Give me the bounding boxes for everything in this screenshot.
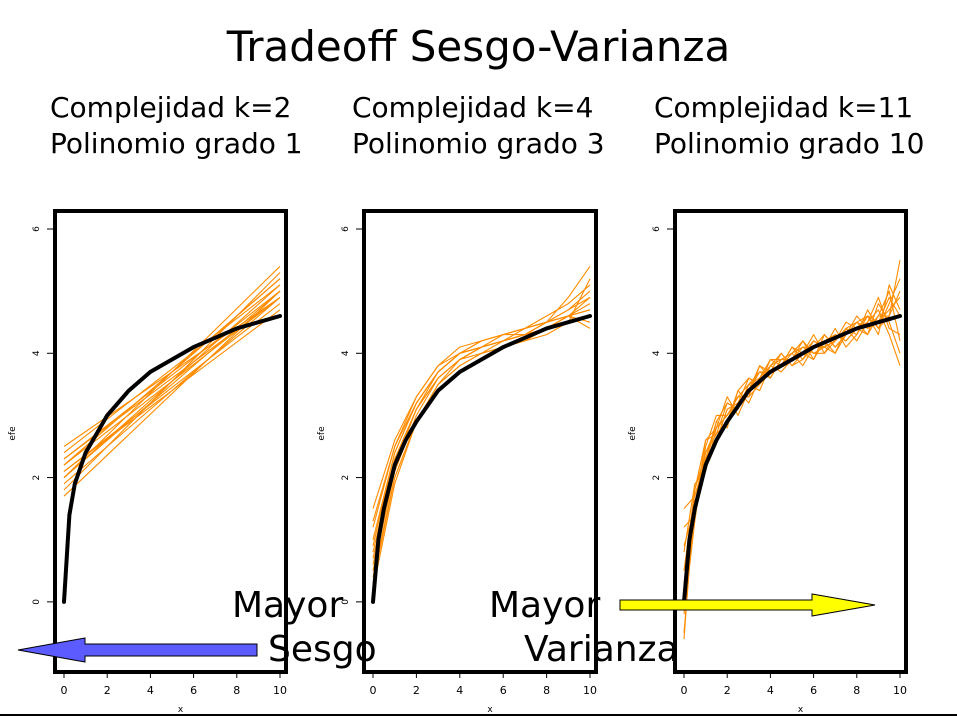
- y-tick-label: 0: [341, 599, 351, 605]
- panel-2-title: Complejidad k=4 Polinomio grado 3: [352, 91, 605, 160]
- varianza-label-line2: Varianza: [524, 629, 679, 670]
- x-tick-label: 2: [413, 684, 420, 697]
- fit-line-7: [683, 297, 901, 509]
- plot-frame: [673, 209, 908, 674]
- y-axis-label: efe: [317, 426, 327, 441]
- fit-line-5: [63, 303, 281, 472]
- fit-line-1: [63, 290, 281, 479]
- x-tick-label: 0: [681, 684, 688, 697]
- panel-3-title: Complejidad k=11 Polinomio grado 10: [654, 91, 925, 160]
- fit-line-6: [372, 315, 591, 509]
- true-curve: [682, 314, 902, 604]
- fit-line-12: [372, 296, 591, 590]
- fit-line-5: [683, 259, 901, 553]
- x-tick-label: 4: [456, 684, 463, 697]
- x-tick-label: 4: [767, 684, 774, 697]
- x-tick-label: 4: [147, 684, 154, 697]
- y-tick-label: 2: [32, 475, 42, 481]
- x-tick-label: 6: [190, 684, 197, 697]
- fit-line-15: [63, 296, 281, 466]
- x-tick-label: 10: [893, 684, 907, 697]
- bottom-divider: [0, 714, 957, 716]
- y-tick-label: 2: [341, 475, 351, 481]
- fit-line-10: [683, 290, 901, 640]
- fit-line-5: [372, 290, 591, 571]
- y-tick-label: 6: [341, 226, 351, 232]
- fit-line-1: [683, 290, 901, 633]
- x-axis-label: x: [798, 705, 804, 715]
- panel-2-plot: 0 2 4 6 efe 0 2 4 6 8 10 x: [317, 209, 598, 715]
- fit-line-13: [63, 296, 281, 447]
- x-tick-label: 8: [543, 684, 550, 697]
- y-axis-label: efe: [8, 426, 18, 441]
- fit-line-6: [63, 284, 281, 454]
- fit-line-1: [372, 296, 591, 565]
- fit-line-10: [372, 265, 591, 559]
- slide-title: Tradeoff Sesgo-Varianza: [226, 22, 731, 71]
- x-axis-label: x: [178, 705, 184, 715]
- panel-1-title: Complejidad k=2 Polinomio grado 1: [50, 91, 303, 160]
- y-tick-label: 4: [652, 350, 662, 356]
- x-tick-label: 10: [583, 684, 597, 697]
- y-tick-label: 4: [341, 350, 351, 356]
- y-axis-label: efe: [628, 426, 638, 441]
- x-tick-label: 6: [810, 684, 817, 697]
- varianza-label-line1: Mayor: [489, 585, 601, 626]
- y-tick-label: 0: [32, 599, 42, 605]
- y-tick-label: 6: [652, 226, 662, 232]
- sesgo-arrow-icon: [17, 637, 258, 663]
- x-tick-label: 8: [233, 684, 240, 697]
- fit-line-10: [63, 309, 281, 472]
- x-tick-label: 2: [104, 684, 111, 697]
- panel-1-plot: 0 2 4 6 efe 0 2 4 6 8 10 x: [8, 209, 288, 715]
- x-tick-label: 2: [724, 684, 731, 697]
- true-curve: [371, 314, 592, 604]
- fit-line-6: [683, 303, 901, 615]
- x-tick-label: 8: [853, 684, 860, 697]
- plot-frame: [53, 209, 288, 674]
- x-axis-label: x: [487, 705, 493, 715]
- plot-frame: [362, 209, 598, 674]
- true-curve: [62, 314, 282, 604]
- varianza-arrow-icon: [619, 593, 876, 617]
- y-tick-label: 4: [32, 350, 42, 356]
- sesgo-label-line1: Mayor: [232, 585, 344, 626]
- fit-line-4: [683, 296, 901, 602]
- x-tick-label: 6: [500, 684, 507, 697]
- y-tick-label: 2: [652, 475, 662, 481]
- x-tick-label: 0: [370, 684, 377, 697]
- y-tick-label: 6: [32, 226, 42, 232]
- x-tick-label: 0: [61, 684, 68, 697]
- fit-line-3: [683, 309, 901, 528]
- x-tick-label: 10: [273, 684, 287, 697]
- sesgo-label-line2: Sesgo: [268, 629, 377, 670]
- fit-line-9: [372, 315, 591, 540]
